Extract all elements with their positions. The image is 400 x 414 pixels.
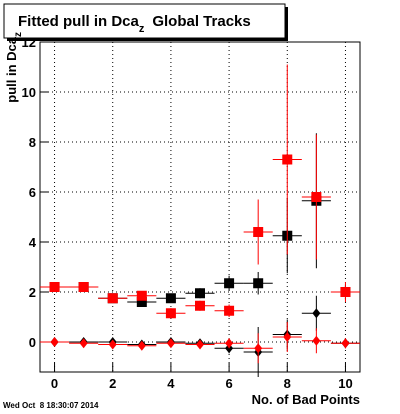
- marker-square: [195, 300, 205, 311]
- timestamp: Wed Oct 8 18:30:07 2014: [3, 401, 99, 410]
- frame: [39, 41, 361, 373]
- y-axis-label: pull in Dcaz: [4, 32, 24, 103]
- marker-diamond: [196, 339, 204, 350]
- x-tick-label: 8: [284, 376, 291, 391]
- marker-square: [195, 288, 205, 299]
- marker-diamond: [108, 339, 117, 350]
- marker-diamond: [254, 343, 263, 354]
- marker-square: [253, 278, 264, 289]
- y-tick-label: 4: [29, 235, 37, 250]
- title-box: [3, 3, 286, 39]
- marker-square: [165, 308, 176, 319]
- marker-diamond: [50, 337, 59, 347]
- y-label-subscript: z: [13, 32, 24, 37]
- y-tick-label: 0: [29, 335, 36, 350]
- title-rest: Global Tracks: [152, 13, 250, 30]
- y-tick-label: 10: [22, 85, 36, 100]
- chart-title: Fitted pull in Dcaz Global Tracks: [18, 13, 251, 35]
- marker-diamond: [312, 335, 321, 346]
- marker-square: [282, 154, 293, 165]
- y-tick-label: 12: [22, 35, 36, 50]
- marker-square: [136, 290, 147, 301]
- marker-diamond: [341, 338, 350, 349]
- title-text: Fitted pull in Dca: [18, 13, 139, 30]
- marker-square: [311, 192, 322, 202]
- x-axis-label: No. of Bad Points: [252, 392, 360, 407]
- x-tick-label: 4: [167, 376, 175, 391]
- title-subscript: z: [139, 23, 145, 35]
- y-label-text: pull in Dca: [4, 36, 19, 103]
- marker-square: [78, 282, 89, 292]
- x-tick-label: 6: [225, 376, 232, 391]
- y-tick-label: 6: [29, 185, 36, 200]
- marker-diamond: [283, 332, 292, 342]
- marker-square: [224, 305, 235, 316]
- marker-square: [224, 278, 235, 289]
- plot-area: 0 2 4 6 8 10 0 2 4 6 8 10 12: [22, 35, 361, 391]
- marker-diamond: [312, 308, 321, 319]
- y-tick-label: 8: [29, 135, 36, 150]
- marker-diamond: [79, 338, 88, 349]
- x-tick-label: 10: [338, 376, 352, 391]
- y-tick-label: 2: [29, 285, 36, 300]
- x-tick-label: 2: [109, 376, 116, 391]
- marker-square: [165, 293, 176, 304]
- marker-square: [136, 297, 147, 307]
- marker-square: [49, 282, 60, 292]
- marker-square: [340, 287, 351, 297]
- marker-diamond: [225, 338, 234, 349]
- x-tick-label: 0: [51, 376, 58, 391]
- marker-square: [253, 227, 264, 237]
- marker-diamond: [166, 338, 175, 349]
- marker-diamond: [137, 340, 146, 351]
- marker-square: [107, 293, 118, 304]
